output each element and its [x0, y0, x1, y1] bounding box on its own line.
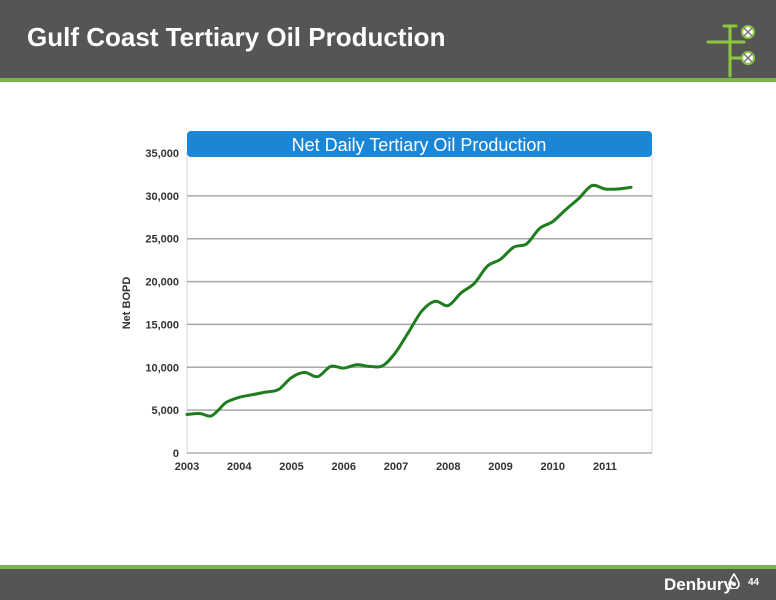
oil-drop-icon: [728, 573, 740, 589]
series-group: [185, 183, 633, 418]
x-tick-label: 2008: [436, 461, 460, 473]
page-number: 44: [748, 577, 760, 588]
y-tick-label: 15,000: [145, 319, 179, 331]
y-tick-label: 0: [173, 448, 179, 460]
y-tick-label: 20,000: [145, 277, 179, 289]
slide-title: Gulf Coast Tertiary Oil Production: [27, 22, 446, 52]
x-tick-label: 2011: [593, 461, 617, 473]
x-tick-label: 2004: [227, 461, 252, 473]
y-tick-label: 10,000: [145, 362, 179, 374]
wellhead-valve-icon: [706, 24, 755, 78]
x-tick-label: 2009: [488, 461, 512, 473]
header-bar: [0, 0, 776, 78]
y-tick-label: 30,000: [145, 191, 179, 203]
x-tick-label: 2005: [279, 461, 303, 473]
plot-area: [186, 152, 653, 454]
brand-name: Denbury: [664, 575, 733, 594]
x-tick-labels: 2003 2004 2005 2006 2007 2008 2009 2010 2011: [175, 461, 617, 473]
y-tick-label: 35,000: [145, 148, 179, 160]
series-line: [185, 183, 633, 418]
x-tick-label: 2006: [331, 461, 355, 473]
footer-bar: [0, 569, 776, 600]
chart-title-banner: [187, 131, 652, 157]
y-tick-label: 25,000: [145, 234, 179, 246]
x-tick-label: 2007: [384, 461, 408, 473]
y-tick-labels: 0 5,000 10,000 15,000 20,000 25,000 30,000 35,0…: [145, 148, 179, 460]
footer-accent-stripe: [0, 565, 776, 569]
y-tick-label: 5,000: [151, 405, 179, 417]
x-tick-label: 2003: [175, 461, 199, 473]
header-accent-stripe: [0, 78, 776, 82]
y-axis-label: Net BOPD: [121, 277, 133, 330]
chart-title: Net Daily Tertiary Oil Production: [292, 135, 547, 155]
x-tick-label: 2010: [540, 461, 564, 473]
